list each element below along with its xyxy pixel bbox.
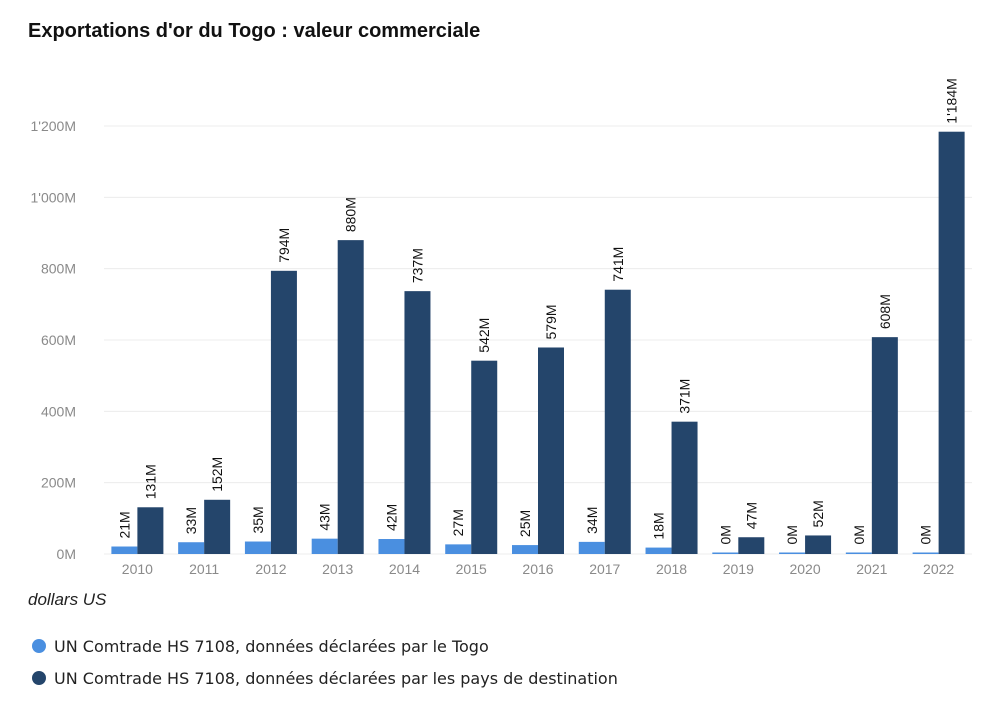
bar-togo[interactable]	[178, 542, 205, 554]
bar-destination[interactable]	[938, 131, 965, 554]
unit-note: dollars US	[28, 590, 107, 609]
chart-title: Exportations d'or du Togo : valeur comme…	[28, 20, 481, 42]
x-tick-label: 2011	[189, 561, 219, 577]
data-label: 47M	[743, 502, 759, 529]
bar-togo[interactable]	[378, 539, 405, 554]
bar-destination[interactable]	[471, 360, 498, 554]
legend-label-togo: UN Comtrade HS 7108, données déclarées p…	[54, 636, 489, 656]
x-tick-label: 2010	[122, 561, 153, 577]
legend-item-togo[interactable]: UN Comtrade HS 7108, données déclarées p…	[32, 630, 618, 662]
y-tick-label: 400M	[41, 403, 76, 419]
y-tick-label: 1'000M	[31, 189, 76, 205]
data-label: 737M	[409, 248, 425, 283]
data-label: 131M	[142, 464, 158, 499]
legend-label-destination: UN Comtrade HS 7108, données déclarées p…	[54, 668, 618, 688]
data-label: 1'184M	[944, 78, 960, 123]
bar-togo[interactable]	[512, 545, 538, 554]
data-label: 0M	[918, 525, 934, 544]
data-label: 880M	[343, 197, 359, 232]
x-tick-label: 2012	[255, 561, 286, 577]
x-tick-label: 2018	[656, 561, 687, 577]
bar-destination[interactable]	[871, 337, 898, 554]
legend-marker-togo	[32, 639, 46, 653]
data-label: 0M	[851, 525, 867, 544]
bar-togo[interactable]	[912, 552, 939, 555]
bar-togo[interactable]	[578, 541, 605, 554]
x-tick-label: 2020	[789, 561, 820, 577]
data-label: 43M	[317, 503, 333, 530]
data-label: 371M	[677, 379, 693, 414]
data-label: 579M	[543, 304, 559, 339]
y-tick-label: 1'200M	[31, 118, 76, 134]
y-tick-label: 800M	[41, 261, 76, 277]
bar-destination[interactable]	[738, 537, 765, 554]
data-label: 18M	[651, 512, 667, 539]
bar-togo[interactable]	[645, 547, 672, 554]
bar-destination[interactable]	[270, 270, 297, 554]
bar-destination[interactable]	[404, 291, 431, 554]
bar-togo[interactable]	[845, 552, 872, 555]
bar-chart: 0M 200M 400M 600M 800M 1'000M 1'200M 21M 131M 201…	[31, 78, 972, 577]
data-label: 52M	[810, 500, 826, 527]
bar-togo[interactable]	[311, 538, 338, 554]
data-label: 542M	[476, 318, 492, 353]
legend-marker-destination	[32, 671, 46, 685]
y-tick-label: 200M	[41, 475, 76, 491]
bar-destination[interactable]	[805, 535, 832, 554]
x-tick-label: 2019	[723, 561, 754, 577]
data-label: 42M	[383, 504, 399, 531]
data-label: 741M	[610, 247, 626, 282]
x-tick-label: 2014	[389, 561, 420, 577]
x-tick-label: 2015	[456, 561, 487, 577]
data-label: 21M	[116, 511, 132, 538]
legend-item-destination[interactable]: UN Comtrade HS 7108, données déclarées p…	[32, 662, 618, 694]
bar-togo[interactable]	[111, 546, 138, 554]
x-tick-label: 2022	[923, 561, 954, 577]
data-label: 0M	[784, 525, 800, 544]
x-tick-label: 2017	[589, 561, 620, 577]
data-label: 794M	[276, 228, 292, 263]
bar-destination[interactable]	[337, 240, 364, 554]
x-tick-label: 2021	[856, 561, 887, 577]
bar-togo[interactable]	[445, 544, 472, 554]
x-tick-label: 2013	[322, 561, 353, 577]
data-label: 0M	[717, 525, 733, 544]
bar-destination[interactable]	[137, 507, 164, 554]
bar-destination[interactable]	[204, 499, 231, 554]
data-label: 27M	[450, 509, 466, 536]
y-tick-label: 600M	[41, 332, 76, 348]
data-label: 33M	[183, 507, 199, 534]
data-label: 35M	[250, 506, 266, 533]
data-label: 34M	[584, 507, 600, 534]
x-tick-label: 2016	[522, 561, 553, 577]
y-tick-label: 0M	[57, 546, 76, 562]
data-label: 608M	[877, 294, 893, 329]
data-label: 25M	[517, 510, 533, 537]
bar-destination[interactable]	[538, 347, 564, 554]
bar-togo[interactable]	[779, 552, 806, 555]
bar-destination[interactable]	[671, 421, 698, 554]
data-label: 152M	[209, 457, 225, 492]
bar-togo[interactable]	[712, 552, 739, 555]
legend: UN Comtrade HS 7108, données déclarées p…	[32, 630, 618, 694]
bar-destination[interactable]	[604, 289, 631, 554]
bar-togo[interactable]	[244, 541, 271, 554]
